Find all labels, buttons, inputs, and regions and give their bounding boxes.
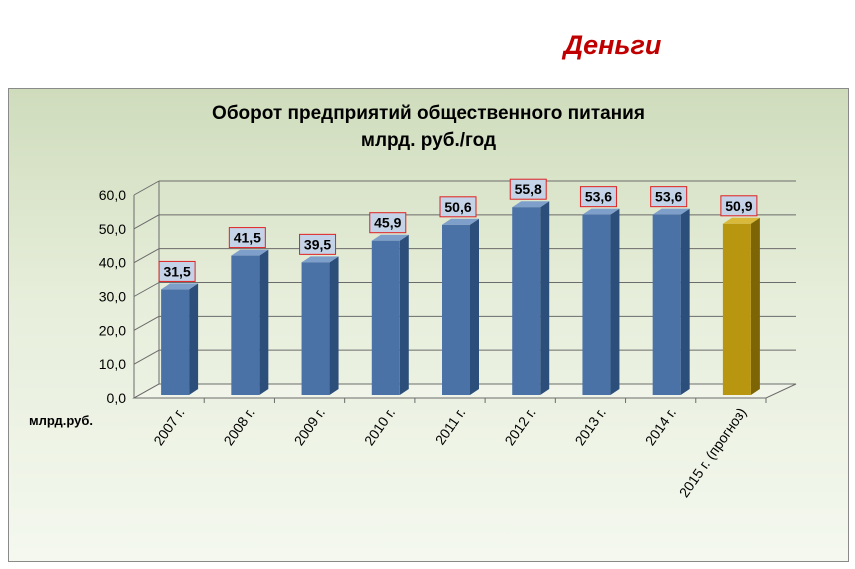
bar-top	[301, 256, 339, 263]
data-label: 53,6	[655, 189, 682, 205]
bar	[722, 223, 751, 395]
y-axis-label: млрд.руб.	[29, 413, 93, 428]
data-label-box	[369, 212, 407, 234]
data-label: 39,5	[304, 236, 331, 252]
y-tick-label: 60,0	[99, 187, 126, 203]
bar	[231, 255, 260, 395]
data-label-box	[228, 227, 266, 249]
gridline-side	[133, 248, 160, 264]
bar-chart: 0,0 10,0 20,0 30,0 40,0 50,0 60,0 млрд.руб. 31,5…	[29, 178, 797, 501]
x-tick-label: 2013 г.	[572, 405, 609, 449]
data-label-box	[439, 196, 477, 218]
x-tick-label: 2015 г. (прогноз)	[676, 405, 750, 501]
x-tick-label: 2010 г.	[361, 405, 398, 449]
gridline-side	[133, 180, 160, 196]
data-label-box	[158, 260, 196, 282]
y-tick-label: 50,0	[99, 221, 126, 237]
bar	[652, 214, 681, 395]
bar-top	[442, 218, 479, 225]
bar-top	[652, 208, 690, 215]
page-header-title: Деньги	[563, 30, 662, 60]
x-tick-label: 2009 г.	[291, 405, 328, 449]
gridline-side	[133, 349, 160, 365]
bar-side	[680, 208, 690, 395]
gridline-side	[133, 282, 160, 297]
bar-side	[610, 208, 620, 395]
bar-side	[329, 256, 339, 395]
data-label-box	[579, 186, 617, 208]
y-tick-label: 10,0	[99, 356, 126, 372]
data-label-box	[299, 233, 337, 255]
chart-title-line-2: млрд. руб./год	[360, 130, 497, 151]
gridline-side	[133, 214, 160, 230]
bar-side	[470, 218, 479, 395]
bar-top	[161, 283, 199, 290]
bar	[582, 214, 611, 395]
x-tick-label: 2007 г.	[150, 405, 187, 449]
bar-side	[399, 234, 409, 395]
gridline-side	[133, 315, 160, 331]
bar-side	[259, 249, 269, 395]
bar	[371, 240, 400, 395]
data-label: 50,6	[444, 199, 471, 215]
bar-top	[371, 234, 409, 241]
data-label: 55,8	[515, 181, 542, 197]
data-label: 41,5	[234, 230, 261, 246]
bar-side	[189, 283, 199, 395]
y-tick-label: 40,0	[99, 255, 126, 271]
x-tick-label: 2008 г.	[220, 405, 257, 449]
y-tick-label: 0,0	[107, 390, 127, 406]
bar-top	[231, 249, 269, 256]
bar	[442, 224, 470, 395]
data-label: 31,5	[163, 263, 190, 279]
x-tick-label: 2011 г.	[432, 405, 469, 448]
data-label-box	[650, 186, 688, 208]
x-tick-label: 2014 г.	[642, 405, 679, 449]
y-tick-label: 20,0	[99, 322, 126, 338]
bar	[512, 207, 541, 395]
bar	[161, 289, 190, 395]
bar-top	[512, 201, 550, 208]
chart-panel: Оборот предприятий общественного питания…	[8, 88, 849, 562]
data-label: 45,9	[374, 215, 401, 231]
x-tick-label: 2012 г.	[501, 405, 538, 449]
bar-side	[750, 217, 760, 395]
data-label: 50,9	[725, 198, 752, 214]
bar-top	[722, 217, 760, 224]
y-tick-label: 30,0	[99, 289, 126, 305]
bar-side	[540, 201, 550, 395]
chart-title-line-1: Оборот предприятий общественного питания	[212, 103, 645, 124]
data-label-box	[509, 178, 547, 200]
bar-top	[582, 208, 620, 215]
bar	[301, 262, 330, 395]
data-label: 53,6	[585, 189, 612, 205]
data-label-box	[720, 195, 758, 217]
